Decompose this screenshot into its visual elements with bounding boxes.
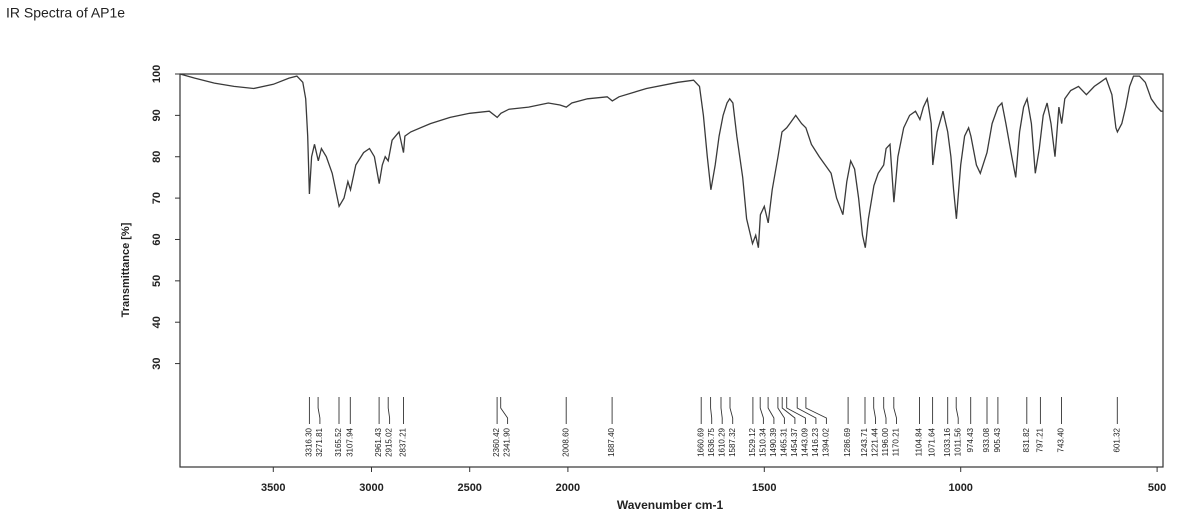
peak-connector	[873, 397, 876, 424]
peak-label: 1587.32	[728, 427, 737, 456]
peak-label: 1011.56	[953, 427, 962, 456]
peak-label: 797.21	[1036, 427, 1045, 452]
peak-label: 1610.29	[717, 427, 726, 456]
peak-label: 1071.64	[928, 427, 937, 456]
y-tick-label: 30	[151, 357, 163, 369]
peak-label: 3165.52	[334, 427, 343, 456]
peak-connector	[781, 397, 796, 424]
peak-connector	[710, 397, 713, 424]
peak-label: 2341.90	[503, 427, 512, 456]
peak-label: 1196.00	[881, 427, 890, 456]
peak-label: 1454.37	[790, 427, 799, 456]
peak-label: 1660.69	[696, 427, 705, 456]
peak-label: 1443.09	[801, 427, 810, 456]
plot-frame	[179, 73, 1164, 468]
peak-connector	[317, 397, 321, 424]
peak-label: 1636.75	[707, 427, 716, 456]
peak-connector	[500, 397, 509, 424]
peak-label: 1465.31	[780, 427, 789, 456]
x-tick-label: 1000	[948, 482, 972, 494]
peak-label: 1286.69	[843, 427, 852, 456]
peak-label: 1887.40	[607, 427, 616, 456]
peak-label: 1243.71	[860, 427, 869, 456]
peak-label: 1416.23	[811, 427, 820, 456]
peak-label: 1394.02	[822, 427, 831, 456]
x-tick-label: 2000	[556, 482, 580, 494]
y-tick-label: 90	[151, 109, 163, 121]
x-tick-label: 500	[1148, 482, 1166, 494]
x-tick-label: 3500	[261, 482, 285, 494]
peak-label: 2008.60	[561, 427, 570, 456]
peak-connector	[805, 397, 827, 424]
y-tick-label: 60	[151, 233, 163, 245]
x-axis-label: Wavenumber cm-1	[617, 498, 724, 511]
peak-connector	[767, 397, 775, 424]
peak-label: 3107.94	[345, 427, 354, 456]
y-tick-label: 50	[151, 275, 163, 287]
peak-label: 2360.42	[492, 427, 501, 456]
y-tick-label: 40	[151, 316, 163, 328]
peak-label: 933.08	[982, 427, 991, 452]
peak-label: 1170.21	[892, 427, 901, 456]
peak-connector	[759, 397, 764, 424]
peak-label: 1033.16	[943, 427, 952, 456]
x-tick-label: 1500	[752, 482, 776, 494]
x-tick-label: 3000	[359, 482, 383, 494]
peak-label: 2837.21	[399, 427, 408, 456]
peak-connector	[777, 397, 785, 424]
peak-connector	[720, 397, 723, 424]
peak-connector	[796, 397, 817, 424]
spectrum-line	[179, 73, 1163, 248]
peak-label: 1104.84	[915, 427, 924, 456]
peak-connector	[955, 397, 959, 424]
peak-label: 2961.43	[374, 427, 383, 456]
peak-label: 905.43	[993, 427, 1002, 452]
peak-label: 1529.12	[748, 427, 757, 456]
peak-label: 3271.81	[315, 427, 324, 456]
y-axis-label: Transmittance [%]	[120, 222, 132, 317]
peak-label: 1221.44	[871, 427, 880, 456]
peak-label: 974.43	[966, 427, 975, 452]
peak-label: 1490.39	[769, 427, 778, 456]
y-tick-label: 70	[151, 192, 163, 204]
y-tick-label: 100	[151, 65, 163, 83]
peak-label: 2915.02	[385, 427, 394, 456]
peak-label: 601.32	[1112, 427, 1121, 452]
chart-title: IR Spectra of AP1e	[6, 5, 125, 21]
peak-connector	[893, 397, 897, 424]
x-tick-label: 2500	[457, 482, 481, 494]
peak-label: 743.40	[1057, 427, 1066, 452]
y-tick-label: 80	[151, 151, 163, 163]
peak-label: 831.82	[1022, 427, 1031, 452]
peak-label: 3316.30	[305, 427, 314, 456]
peak-connector	[387, 397, 391, 424]
peak-connector	[729, 397, 734, 424]
peak-connector	[786, 397, 806, 424]
peak-connector	[883, 397, 887, 424]
peak-label: 1510.34	[759, 427, 768, 456]
